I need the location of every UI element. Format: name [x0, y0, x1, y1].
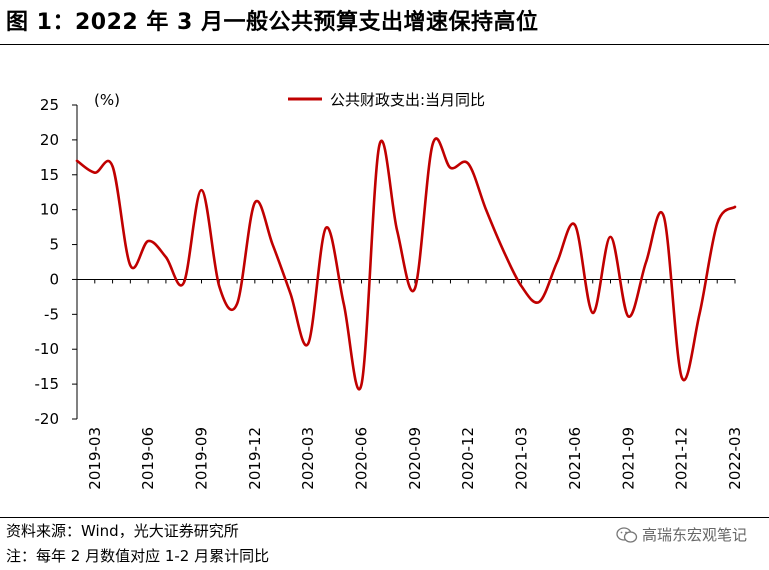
x-tick-label: 2020-03: [299, 427, 317, 490]
title-divider: [0, 44, 769, 45]
x-tick-label: 2021-12: [673, 427, 691, 490]
source-note: 资料来源：Wind，光大证券研究所: [6, 522, 239, 540]
series-line-fiscal-expenditure-yoy: [75, 137, 737, 391]
wechat-icon: [616, 526, 638, 543]
y-tick-label: -10: [35, 340, 60, 358]
x-tick-label: 2020-06: [353, 427, 371, 490]
watermark: 高瑞东宏观笔记: [616, 524, 747, 545]
y-tick-label: -15: [35, 375, 60, 393]
page-title: 图 1：2022 年 3 月一般公共预算支出增速保持高位: [6, 10, 539, 35]
y-tick-label: 5: [49, 236, 59, 254]
y-tick-label: 15: [40, 166, 59, 184]
x-tick-label: 2019-12: [246, 427, 264, 490]
footer-divider: [0, 517, 769, 518]
x-tick-label: 2020-12: [459, 427, 477, 490]
x-tick-label: 2019-03: [86, 427, 104, 490]
y-tick-label: -5: [44, 305, 59, 323]
y-axis-unit-label: (%): [94, 91, 120, 109]
y-axis: -20 -15 -10 -5 0 5 10 15 20 25: [35, 96, 78, 428]
legend-label: 公共财政支出:当月同比: [330, 91, 485, 109]
x-tick-label: 2019-06: [139, 427, 157, 490]
x-tick-label: 2020-09: [406, 427, 424, 490]
footnote: 注：每年 2 月数值对应 1-2 月累计同比: [6, 547, 270, 565]
x-tick-label: 2021-06: [566, 427, 584, 490]
y-tick-label: -20: [35, 410, 60, 428]
x-tick-label: 2022-03: [726, 427, 744, 490]
x-tick-label: 2021-09: [619, 427, 637, 490]
x-axis: 2019-03 2019-06 2019-09 2019-12 2020-03 2020-…: [76, 278, 744, 490]
y-tick-label: 20: [40, 131, 59, 149]
y-tick-label: 0: [49, 270, 59, 288]
y-tick-label: 25: [40, 96, 59, 114]
x-tick-label: 2019-09: [192, 427, 210, 490]
x-tick-label: 2021-03: [513, 427, 531, 490]
legend: 公共财政支出:当月同比: [288, 91, 485, 109]
watermark-text: 高瑞东宏观笔记: [641, 526, 747, 544]
y-tick-label: 10: [40, 201, 59, 219]
